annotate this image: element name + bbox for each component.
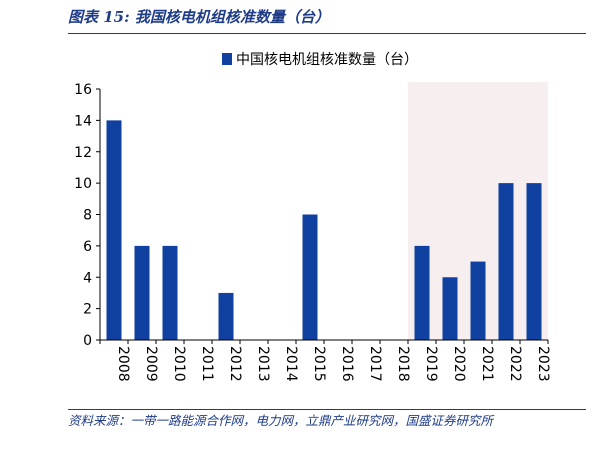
x-tick-label: 2012 [227,346,243,382]
axes-layer: 0 2 4 6 8 10 12 14 16 2008 2009 2010 2011 2012 2013 201… [74,82,551,382]
x-tick-label: 2023 [535,346,551,382]
bar-2012 [218,292,234,340]
x-tick-label: 2009 [143,346,159,382]
bar-2023 [526,183,542,340]
y-tick-label: 12 [74,145,92,161]
y-tick-label: 16 [74,82,92,98]
x-tick-label: 2015 [311,346,327,382]
y-tick-label: 2 [83,302,92,318]
figure-title: 图表 15: 我国核电机组核准数量（台） [68,8,330,26]
y-tick-label: 10 [74,176,92,192]
x-tick-label: 2019 [423,346,439,382]
bars-layer [106,120,542,340]
x-tick-label: 2011 [199,346,215,382]
x-tick-label: 2013 [255,346,271,382]
x-tick-label: 2010 [171,346,187,382]
bar-2009 [134,245,150,340]
x-tick-label: 2021 [479,346,495,382]
y-tick-label: 14 [74,113,92,129]
x-tick-label: 2008 [115,346,131,382]
y-tick-label: 8 [83,208,92,224]
legend-label: 中国核电机组核准数量（台） [236,52,418,68]
bar-chart: 0 2 4 6 8 10 12 14 16 2008 2009 2010 2011 2012 2013 201… [74,52,551,382]
source-note: 资料来源：一带一路能源合作网，电力网，立鼎产业研究网，国盛证券研究所 [68,413,494,428]
x-tick-label: 2020 [451,346,467,382]
title-rule [68,33,586,34]
bar-2015 [302,214,318,340]
x-tick-label: 2017 [367,346,383,382]
legend: 中国核电机组核准数量（台） [222,52,418,68]
bar-2010 [162,245,178,340]
bar-2022 [498,183,514,340]
bar-2019 [414,245,430,340]
bar-2020 [442,277,458,340]
y-tick-label: 6 [83,239,92,255]
source-rule [68,409,586,410]
x-tick-label: 2018 [395,346,411,382]
bar-2021 [470,261,486,340]
legend-swatch [222,53,232,65]
x-tick-label: 2022 [507,346,523,382]
y-tick-label: 4 [83,270,92,286]
y-tick-label: 0 [83,333,92,349]
x-tick-label: 2016 [339,346,355,382]
bar-2008 [106,120,122,340]
x-tick-label: 2014 [283,346,299,382]
